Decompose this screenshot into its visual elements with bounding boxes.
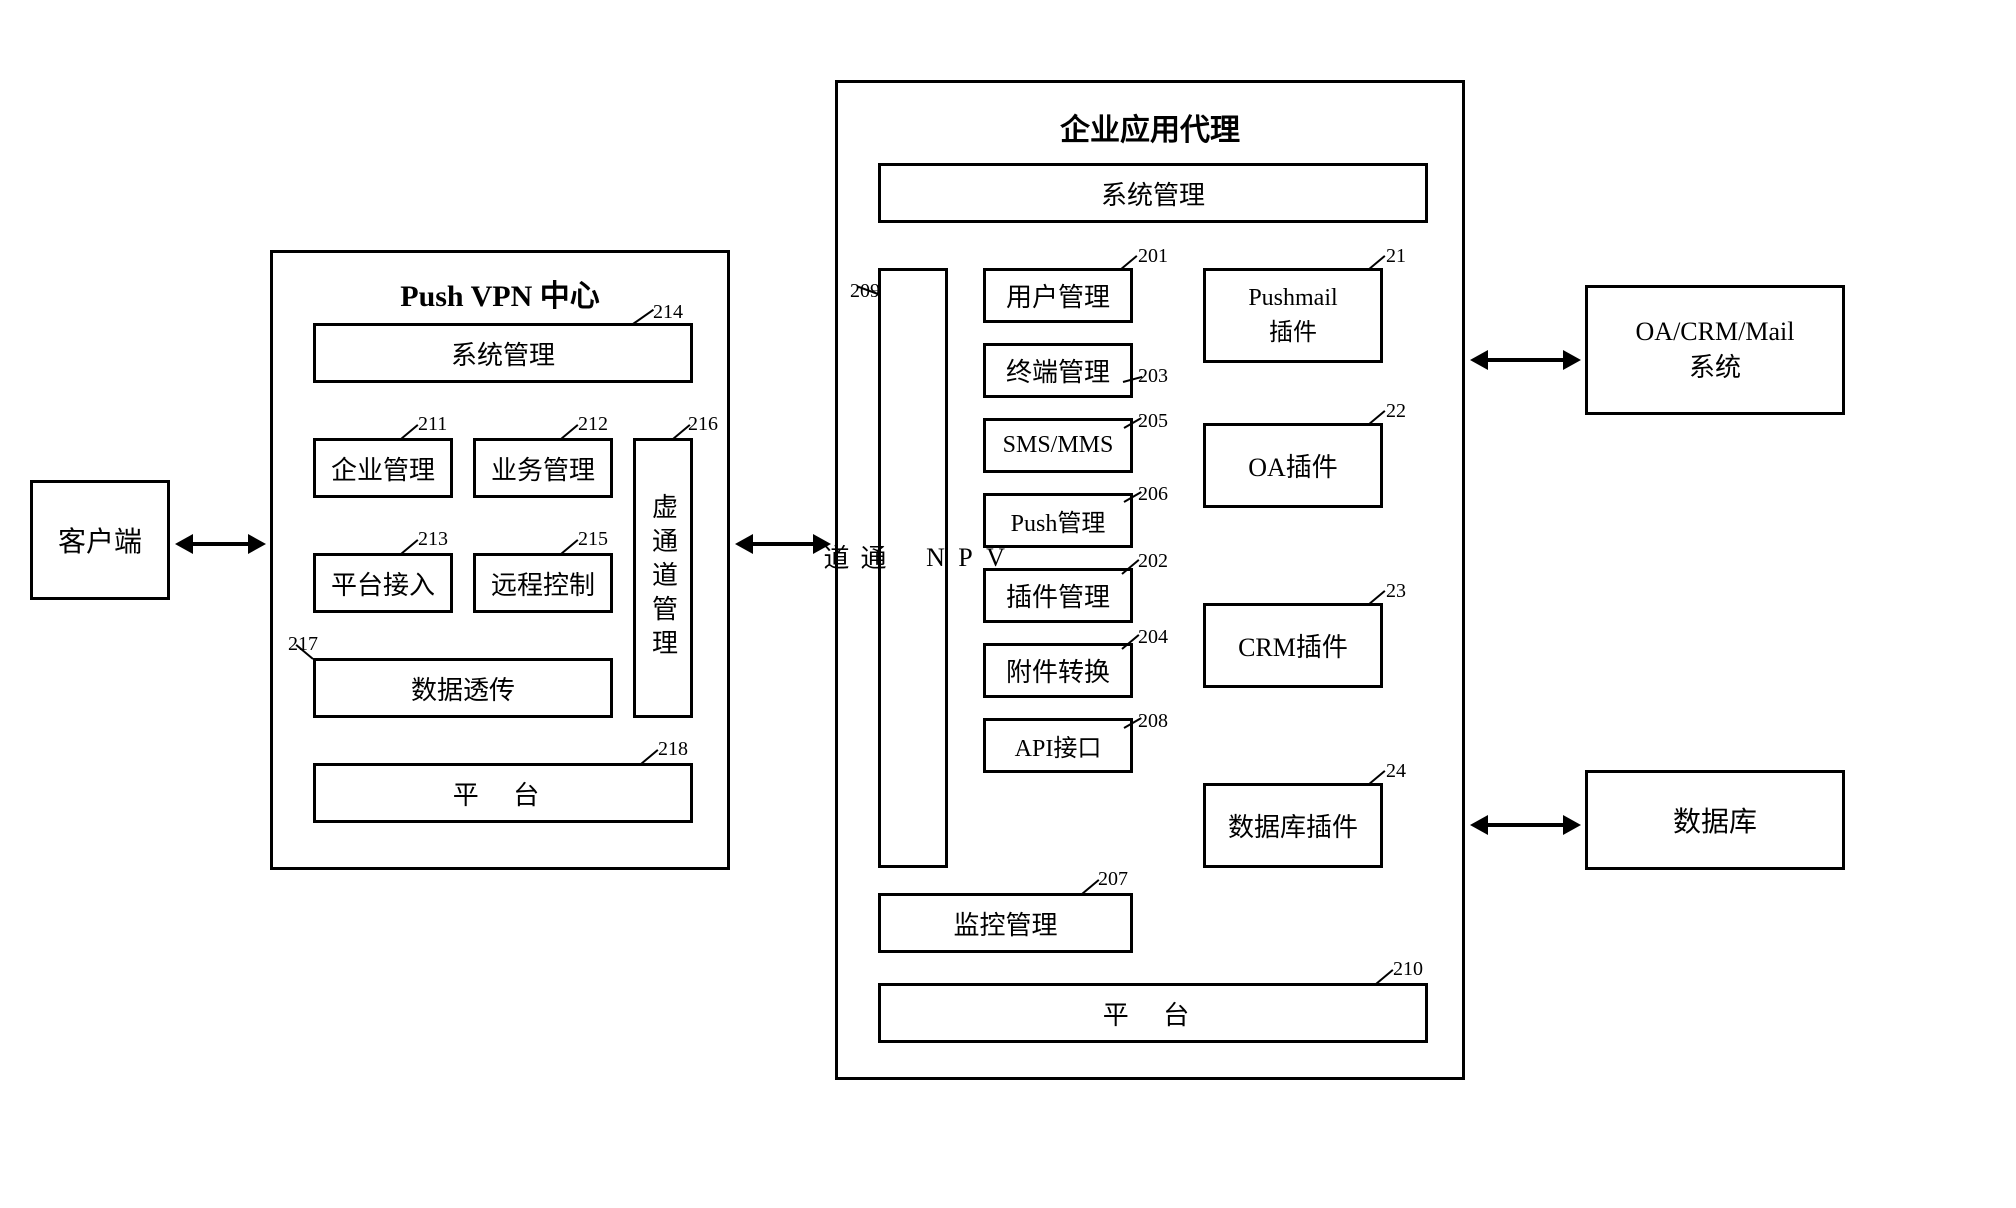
pushvpn-data-pass-label: 数据透传 (411, 670, 515, 707)
ref-213: 213 (418, 528, 448, 551)
pushvpn-sys-mgmt: 系统管理 (313, 323, 693, 383)
ref-216: 216 (688, 413, 718, 436)
pushvpn-remote-ctrl: 远程控制 (473, 553, 613, 613)
ref-207: 207 (1098, 868, 1128, 891)
ref-214: 214 (653, 301, 683, 324)
pushvpn-plat-access: 平台接入 (313, 553, 453, 613)
agent-db-plugin: 数据库插件 (1203, 783, 1383, 868)
agent-api: API接口 (983, 718, 1133, 773)
ref-201: 201 (1138, 245, 1168, 268)
ref-23: 23 (1386, 580, 1406, 603)
pushvpn-virt-chan-label: 虚通道管理 (645, 493, 682, 663)
ref-22: 22 (1386, 400, 1406, 423)
ref-204: 204 (1138, 626, 1168, 649)
agent-sms-mms: SMS/MMS (983, 418, 1133, 473)
agent-pushmail-label: Pushmail 插件 (1248, 285, 1337, 347)
agent-api-label: API接口 (1015, 728, 1102, 763)
agent-db-plugin-label: 数据库插件 (1228, 807, 1358, 844)
agent-crm-plugin-label: CRM插件 (1238, 627, 1348, 664)
ref-202: 202 (1138, 550, 1168, 573)
agent-crm-plugin: CRM插件 (1203, 603, 1383, 688)
ref-206: 206 (1138, 483, 1168, 506)
client-label: 客户端 (58, 520, 142, 560)
db-box: 数据库 (1585, 770, 1845, 870)
pushvpn-sys-mgmt-label: 系统管理 (451, 335, 555, 372)
pushvpn-ent-mgmt: 企业管理 (313, 438, 453, 498)
db-label: 数据库 (1673, 800, 1757, 840)
pushvpn-virt-chan: 虚通道管理 (633, 438, 693, 718)
agent-user-mgmt: 用户管理 (983, 268, 1133, 323)
agent-oa-plugin-label: OA插件 (1248, 447, 1338, 484)
agent-sys-mgmt-label: 系统管理 (1101, 175, 1205, 212)
arrow-agent-db (1470, 815, 1581, 835)
ref-218: 218 (658, 738, 688, 761)
pushvpn-biz-mgmt-label: 业务管理 (491, 450, 595, 487)
agent-platform-label: 平 台 (1103, 995, 1204, 1032)
pushvpn-platform-label: 平 台 (453, 775, 554, 812)
pushvpn-ent-mgmt-label: 企业管理 (331, 450, 435, 487)
agent-attach-conv: 附件转换 (983, 643, 1133, 698)
agent-oa-plugin: OA插件 (1203, 423, 1383, 508)
agent-vpn-chan: VPN通道 (878, 268, 948, 868)
agent-sys-mgmt: 系统管理 (878, 163, 1428, 223)
pushvpn-plat-access-label: 平台接入 (331, 565, 435, 602)
oacrm-box: OA/CRM/Mail 系统 (1585, 285, 1845, 415)
oacrm-label: OA/CRM/Mail 系统 (1636, 317, 1795, 384)
ref-203: 203 (1138, 365, 1168, 388)
agent-term-mgmt: 终端管理 (983, 343, 1133, 398)
pushvpn-remote-ctrl-label: 远程控制 (491, 565, 595, 602)
agent-monitor-label: 监控管理 (953, 905, 1057, 942)
agent-title: 企业应用代理 (838, 105, 1462, 149)
pushvpn-platform: 平 台 (313, 763, 693, 823)
agent-sms-mms-label: SMS/MMS (1003, 432, 1114, 459)
ref-212: 212 (578, 413, 608, 436)
agent-vpn-chan-label: VPN通道 (816, 543, 1010, 594)
ref-21: 21 (1386, 245, 1406, 268)
agent-attach-conv-label: 附件转换 (1006, 652, 1110, 689)
ref-215: 215 (578, 528, 608, 551)
ref-205: 205 (1138, 410, 1168, 433)
agent-push-mgmt-label: Push管理 (1011, 503, 1106, 538)
agent-plugin-mgmt-label: 插件管理 (1006, 577, 1110, 614)
pushvpn-container: Push VPN 中心 系统管理 214 企业管理 211 业务管理 212 平… (270, 250, 730, 870)
agent-user-mgmt-label: 用户管理 (1006, 277, 1110, 314)
agent-plugin-mgmt: 插件管理 (983, 568, 1133, 623)
agent-monitor: 监控管理 (878, 893, 1133, 953)
agent-platform: 平 台 (878, 983, 1428, 1043)
agent-pushmail: Pushmail 插件 (1203, 268, 1383, 363)
arrow-client-pushvpn (175, 534, 266, 554)
client-box: 客户端 (30, 480, 170, 600)
agent-term-mgmt-label: 终端管理 (1006, 352, 1110, 389)
ref-208: 208 (1138, 710, 1168, 733)
pushvpn-data-pass: 数据透传 (313, 658, 613, 718)
ref-211: 211 (418, 413, 447, 436)
agent-push-mgmt: Push管理 (983, 493, 1133, 548)
pushvpn-biz-mgmt: 业务管理 (473, 438, 613, 498)
ref-210: 210 (1393, 958, 1423, 981)
ref-24: 24 (1386, 760, 1406, 783)
agent-container: 企业应用代理 系统管理 VPN通道 209 用户管理 201 终端管理 203 … (835, 80, 1465, 1080)
arrow-agent-oacrm (1470, 350, 1581, 370)
